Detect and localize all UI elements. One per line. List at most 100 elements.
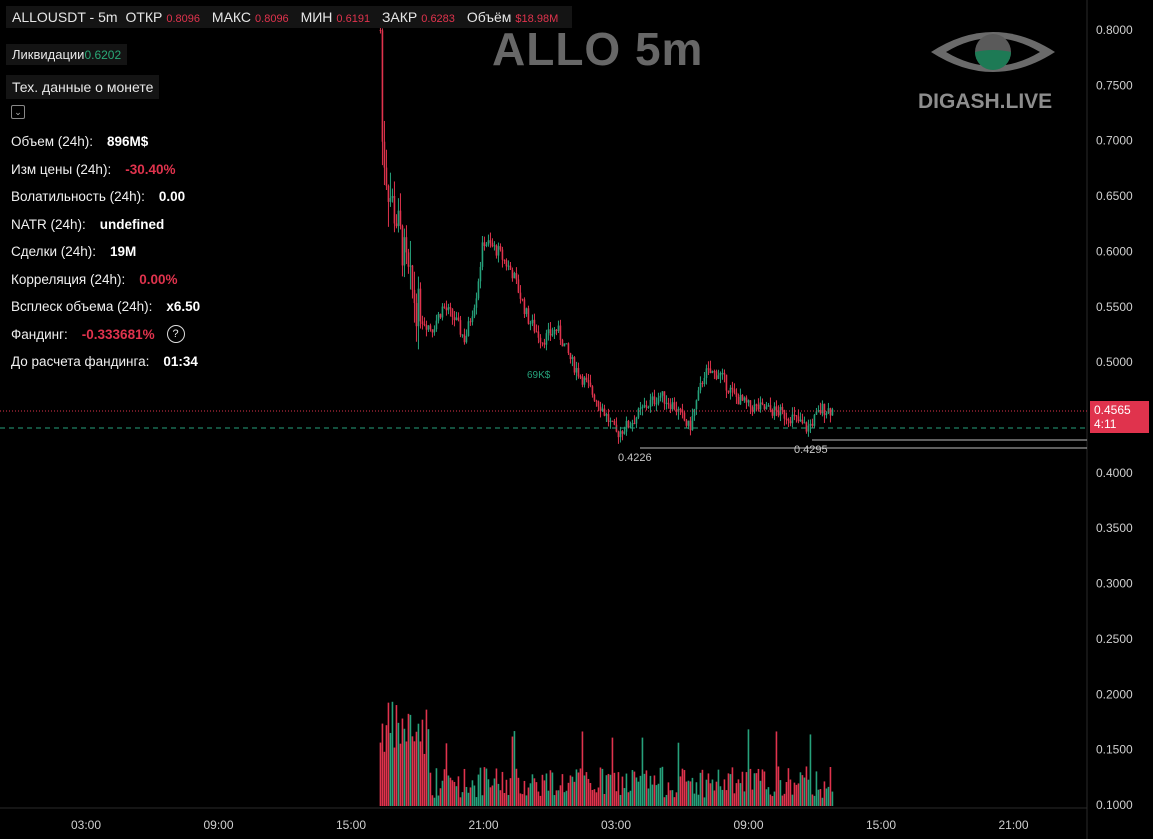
volume-bar bbox=[419, 741, 422, 806]
volume-bar bbox=[747, 729, 750, 806]
volume-bar bbox=[745, 772, 748, 806]
candle-body bbox=[415, 303, 418, 327]
current-price-tag: 0.4565 4:11 bbox=[1090, 401, 1149, 433]
candle-body bbox=[535, 331, 538, 333]
chevron-down-icon[interactable]: ⌄ bbox=[11, 105, 25, 119]
candle-body bbox=[505, 260, 508, 267]
volume-bar bbox=[459, 797, 462, 806]
coin-tech-data-button[interactable]: Тех. данные о монете bbox=[6, 75, 160, 99]
candle-body bbox=[467, 321, 470, 336]
candle-body bbox=[717, 375, 720, 379]
volume-bar bbox=[621, 776, 624, 806]
coin-stats-panel: Объем (24h): 896M$ Изм цены (24h): -30.40%… bbox=[11, 128, 200, 376]
volume-bar bbox=[499, 790, 502, 806]
volume-bar bbox=[799, 772, 802, 806]
candle-body bbox=[585, 377, 588, 380]
candle-body bbox=[459, 320, 462, 335]
volume-bar bbox=[535, 782, 538, 806]
candle-body bbox=[673, 402, 676, 410]
liquidations-label: Ликвидации bbox=[12, 47, 85, 62]
stat-natr: NATR (24h): undefined bbox=[11, 211, 200, 239]
volume-bar bbox=[517, 777, 520, 806]
volume-bar bbox=[591, 789, 594, 806]
liquidations-indicator[interactable]: Ликвидации0.6202 bbox=[6, 44, 128, 65]
candle-body bbox=[793, 414, 796, 416]
volume-bar bbox=[765, 789, 768, 806]
candle-body bbox=[703, 378, 706, 384]
candle-body bbox=[533, 319, 536, 332]
open-value: 0.8096 bbox=[166, 13, 201, 25]
volume-bar bbox=[423, 753, 426, 806]
candle-body bbox=[721, 372, 724, 374]
candle-body bbox=[489, 240, 492, 243]
candle-body bbox=[379, 30, 382, 31]
candle-body bbox=[715, 371, 718, 379]
volume-bar bbox=[759, 780, 762, 806]
candle-body bbox=[465, 335, 468, 343]
question-icon[interactable]: ? bbox=[166, 325, 185, 344]
candle-body bbox=[479, 266, 482, 282]
candle-body bbox=[405, 237, 408, 253]
volume-bar bbox=[529, 783, 532, 806]
candle-body bbox=[543, 342, 546, 345]
volume-bar bbox=[445, 743, 448, 806]
volume-bar bbox=[829, 767, 832, 806]
candle-body bbox=[763, 404, 766, 410]
candle-body bbox=[527, 308, 530, 324]
candle-body bbox=[707, 368, 710, 370]
candle-body bbox=[713, 371, 716, 373]
price-axis-ticks: 0.8000 0.7500 0.7000 0.6500 0.6000 0.5500 0.50… bbox=[1096, 23, 1133, 812]
volume-bar bbox=[583, 775, 586, 806]
stat-label: Всплеск объема (24h): bbox=[11, 299, 153, 315]
low-value: 0.6191 bbox=[336, 13, 371, 25]
stat-volume-spike: Всплеск объема (24h): x6.50 bbox=[11, 293, 200, 321]
candle-body bbox=[393, 195, 396, 224]
price-tick-label: 0.1000 bbox=[1096, 798, 1133, 812]
stat-funding-countdown: До расчета фандинга: 01:34 bbox=[11, 348, 200, 376]
volume-bar bbox=[717, 769, 720, 806]
time-tick-label: 21:00 bbox=[998, 818, 1028, 832]
stat-label: Объем (24h): bbox=[11, 134, 94, 150]
volume-bar bbox=[627, 792, 630, 806]
volume-bar bbox=[815, 771, 818, 806]
volume-bar bbox=[439, 788, 442, 806]
volume-bar bbox=[797, 783, 800, 806]
candle-body bbox=[419, 288, 422, 322]
candle-body bbox=[383, 141, 386, 168]
volume-bar bbox=[825, 788, 828, 806]
volume-bar bbox=[737, 779, 740, 806]
candle-body bbox=[551, 333, 554, 336]
candle-body bbox=[597, 401, 600, 407]
volume-bar bbox=[663, 797, 666, 806]
volume-value: $18.98M bbox=[515, 13, 559, 25]
candle-body bbox=[411, 265, 414, 290]
volume-bar bbox=[461, 792, 464, 806]
candle-body bbox=[477, 281, 480, 299]
symbol-label: ALLOUSDT - 5m bbox=[12, 9, 118, 25]
candle-body bbox=[387, 185, 390, 202]
price-tick-label: 0.6000 bbox=[1096, 244, 1133, 258]
candle-body bbox=[503, 259, 506, 261]
volume-bar bbox=[711, 779, 714, 806]
candle-body bbox=[783, 410, 786, 419]
current-price-value: 0.4565 bbox=[1094, 403, 1131, 417]
volume-bar bbox=[403, 728, 406, 806]
volume-bar bbox=[639, 775, 642, 806]
candle-body bbox=[385, 167, 388, 186]
volume-bar bbox=[681, 768, 684, 806]
volume-bar bbox=[561, 774, 564, 806]
candle-body bbox=[787, 419, 790, 421]
candle-body bbox=[443, 306, 446, 308]
volume-bar bbox=[659, 767, 662, 806]
volume-bar bbox=[655, 785, 658, 806]
candle-body bbox=[539, 337, 542, 343]
volume-bar bbox=[449, 777, 452, 806]
candle-body bbox=[437, 314, 440, 321]
volume-bar bbox=[819, 789, 822, 806]
candle-body bbox=[755, 404, 758, 406]
candle-body bbox=[747, 400, 750, 403]
volume-bar bbox=[581, 731, 584, 806]
volume-bar bbox=[399, 743, 402, 806]
candle-body bbox=[547, 329, 550, 334]
